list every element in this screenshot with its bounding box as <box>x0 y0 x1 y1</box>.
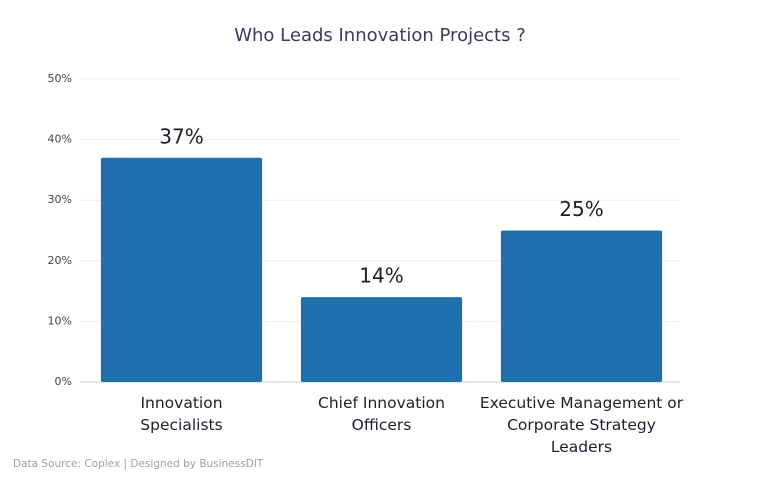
x-tick-label: Chief Innovation Officers <box>318 394 445 434</box>
y-tick-label: 20% <box>48 254 72 267</box>
y-tick-label: 30% <box>48 193 72 206</box>
bar <box>100 157 263 382</box>
value-label: 25% <box>559 197 603 221</box>
x-tick-label: Executive Management or Corporate Strate… <box>479 394 684 456</box>
y-tick-label: 0% <box>55 375 72 388</box>
chart-title: Who Leads Innovation Projects ? <box>234 25 526 46</box>
x-tick-label: Innovation Specialists <box>140 394 223 434</box>
y-tick-label: 40% <box>48 133 72 146</box>
y-tick-label: 50% <box>48 72 72 85</box>
bar <box>300 297 463 382</box>
value-label: 14% <box>359 264 403 288</box>
source-note: Data Source: Coplex | Designed by Busine… <box>13 458 264 470</box>
value-label: 37% <box>159 124 203 148</box>
bar <box>500 230 663 382</box>
y-tick-label: 10% <box>48 314 72 327</box>
